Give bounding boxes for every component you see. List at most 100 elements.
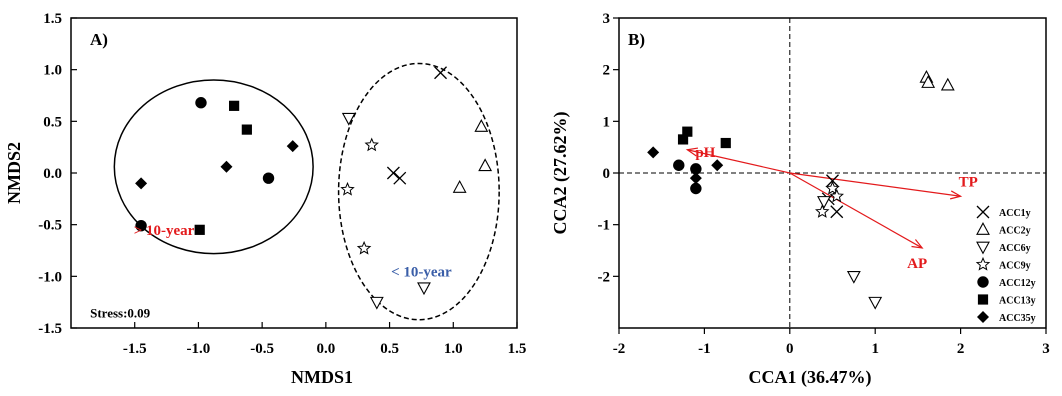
panel-a-point-star	[364, 137, 379, 152]
panel-b-point-diamond	[647, 146, 660, 159]
panel-b-point-circle	[690, 182, 702, 195]
panel-a-xtick-label: -0.5	[250, 341, 274, 357]
panel-b-point-diamond	[689, 172, 702, 185]
panel-a-xlabel: NMDS1	[291, 367, 353, 387]
panel-a-ylabel: NMDS2	[4, 142, 24, 204]
panel-b-xlabel: CCA1 (36.47%)	[749, 367, 872, 388]
panel-b-ytick-label: 1	[603, 114, 611, 130]
panel-a-annotations: > 10-year < 10-year Stress:0.09	[90, 223, 452, 321]
legend-entry-acc1y: ACC1y	[976, 205, 1031, 219]
legend-entry-acc9y: ACC9y	[975, 256, 1031, 272]
legend-marker-diamond	[977, 311, 989, 323]
panel-a-xtick-label: 1.5	[508, 341, 527, 357]
panel-a-point-triangle-down	[369, 296, 384, 310]
legend-entry-acc2y: ACC2y	[976, 222, 1031, 237]
panel-b-point-triangle-up	[921, 75, 936, 88]
legend-marker-triangle-down	[976, 241, 990, 255]
panel-b-label: B)	[628, 30, 645, 49]
panel-b-point-x	[826, 174, 839, 188]
panel-b-ticks: -2 -1 0 1 2 3 3 2 1 0 -1 -2	[598, 11, 1050, 357]
panel-a-point-triangle-down	[341, 112, 356, 126]
panel-a-point-star	[356, 240, 372, 255]
panel-a-ytick-label: 0.5	[43, 114, 62, 130]
legend-entry-acc6y: ACC6y	[976, 241, 1031, 255]
panel-a-xtick-label: 1.0	[444, 341, 463, 357]
panel-a-ytick-label: 0.0	[43, 166, 62, 182]
panel-a-point-square	[229, 100, 240, 111]
panel-a-point-x	[393, 171, 407, 185]
legend-marker-x	[976, 205, 990, 219]
panel-a-point-circle	[195, 97, 207, 109]
panel-a-xtick-label: 0.5	[380, 341, 399, 357]
panel-a-points	[135, 66, 493, 310]
legend-marker-circle	[977, 276, 989, 288]
panel-b-legend: ACC1y ACC2y ACC6y ACC9y ACC12y ACC13y ACC35y	[975, 205, 1036, 324]
legend-entry-acc12y: ACC12y	[977, 276, 1036, 289]
panel-b-ytick-label: 2	[603, 63, 611, 79]
panel-a-label: A)	[90, 30, 108, 49]
panel-a-point-circle	[135, 220, 147, 232]
panel-b-point-triangle-down	[868, 296, 883, 310]
panel-b-point-square	[682, 126, 693, 137]
legend-label: ACC12y	[999, 278, 1036, 289]
env-vector-label-ap: AP	[907, 256, 927, 272]
panel-b-ytick-label: 0	[603, 166, 611, 182]
panel-b-point-triangle-up	[940, 77, 955, 91]
panel-b-point-square	[720, 137, 731, 149]
panel-b-ytick-label: -1	[598, 218, 611, 234]
legend-label: ACC1y	[999, 208, 1031, 219]
panel-a-xtick-label: -1.0	[187, 341, 211, 357]
group-ellipse-young	[337, 62, 500, 321]
panel-a-frame	[70, 17, 518, 329]
legend-entry-acc35y: ACC35y	[977, 311, 1036, 324]
panel-b-xtick-label: -1	[698, 341, 711, 357]
stress-annotation: Stress:0.09	[90, 306, 151, 321]
panel-b-ylabel: CCA2 (27.62%)	[550, 112, 571, 235]
group-label-young: < 10-year	[391, 264, 452, 280]
panel-a-ytick-label: -1.0	[38, 269, 62, 285]
legend-label: ACC6y	[999, 243, 1031, 254]
panel-a-ticks: -1.5 -1.0 -0.5 0.0 0.5 1.0 1.5 1.5 1.0 0.5 0.0 -0.5…	[38, 11, 526, 357]
env-vector-tp: TP	[789, 172, 978, 200]
panel-a-ytick-label: 1.0	[43, 63, 62, 79]
panel-b-xtick-label: 0	[786, 341, 794, 357]
panel-a-point-triangle-up	[478, 158, 493, 172]
panel-a-ytick-label: -0.5	[38, 218, 62, 234]
legend-entry-acc13y: ACC13y	[977, 294, 1036, 307]
panel-b-point-circle	[673, 159, 685, 171]
legend-label: ACC9y	[999, 261, 1031, 272]
panel-b-point-square	[677, 134, 689, 145]
legend-marker-star	[975, 256, 991, 271]
panel-a-ytick-label: -1.5	[38, 321, 62, 337]
panel-a-point-star	[340, 181, 355, 196]
panel-a-point-diamond	[220, 160, 233, 173]
panel-a-point-square	[194, 224, 205, 235]
panel-b-point-triangle-down	[846, 270, 861, 284]
panel-a-point-triangle-up	[452, 180, 467, 193]
group-label-old: > 10-year	[134, 223, 195, 239]
panel-b-xtick-label: -2	[613, 341, 626, 357]
env-vector-ph: pH	[685, 145, 790, 174]
panel-b-xtick-label: 1	[871, 341, 879, 357]
env-vector-label-ph: pH	[695, 145, 715, 161]
legend-label: ACC2y	[999, 226, 1031, 237]
panel-b-point-diamond	[711, 159, 724, 172]
panel-a-point-triangle-down	[417, 282, 431, 296]
panel-a-group-ellipses	[113, 62, 500, 321]
panel-b-ytick-label: 3	[603, 11, 611, 27]
env-vector-label-tp: TP	[959, 174, 978, 190]
panel-b-point-star	[815, 204, 830, 218]
panel-a-xtick-label: -1.5	[123, 341, 147, 357]
panel-b-xtick-label: 2	[957, 341, 965, 357]
legend-marker-triangle-up	[976, 222, 990, 235]
panel-a-point-circle	[262, 172, 275, 184]
panel-a-ytick-label: 1.5	[43, 11, 62, 27]
group-ellipse-old	[113, 79, 314, 255]
panel-b-point-circle	[690, 163, 702, 175]
panel-a-nmds: -1.5 -1.0 -0.5 0.0 0.5 1.0 1.5 1.5 1.0 0.5 0.0 -0.5…	[4, 11, 526, 387]
panel-a-point-x	[434, 66, 448, 80]
panel-a-xtick-label: 0.0	[316, 341, 335, 357]
panel-a-point-triangle-up	[474, 119, 489, 132]
panel-b-xtick-label: 3	[1042, 341, 1050, 357]
panel-b-point-star	[829, 188, 844, 203]
